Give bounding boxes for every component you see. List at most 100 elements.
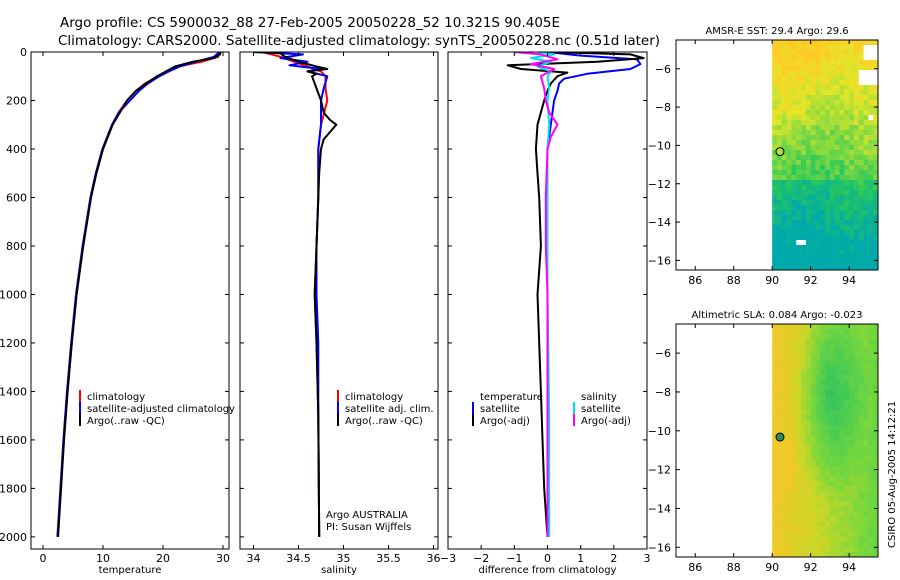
heatmap-cell [849, 475, 855, 482]
heatmap-cell [786, 384, 792, 391]
heatmap-cell [858, 155, 864, 161]
heatmap-cell [815, 470, 821, 477]
heatmap-cell [815, 125, 821, 131]
heatmap-cell [829, 405, 836, 411]
heatmap-cell [834, 60, 840, 66]
heatmap-cell [868, 389, 874, 396]
heatmap-cell [805, 185, 812, 191]
heatmap-cell [858, 50, 864, 56]
heatmap-cell [805, 145, 812, 151]
heatmap-cell [873, 45, 879, 51]
heatmap-cell [863, 95, 869, 101]
heatmap-cell [791, 374, 797, 381]
heatmap-cell [825, 389, 831, 396]
heatmap-cell [810, 516, 816, 522]
heatmap-cell [844, 215, 850, 221]
heatmap-cell [839, 445, 845, 452]
heatmap-cell [777, 255, 783, 261]
x-tick-label: 35 [337, 552, 351, 565]
heatmap-cell [849, 415, 855, 421]
heatmap-cell [839, 200, 845, 206]
heatmap-cell [791, 145, 797, 151]
heatmap-cell [796, 364, 802, 370]
heatmap-cell [868, 165, 874, 171]
heatmap-cell [829, 379, 836, 386]
plot-frame [239, 51, 439, 550]
heatmap-cell [791, 501, 797, 507]
heatmap-cell [863, 115, 869, 121]
heatmap-cell [772, 536, 778, 543]
heatmap-cell [868, 175, 874, 181]
heatmap-cell [786, 349, 792, 355]
heatmap-cell [777, 410, 783, 416]
heatmap-cell [825, 225, 831, 231]
map-y-tick-label: −8 [655, 386, 671, 399]
heatmap-cell [815, 324, 821, 330]
heatmap-cell [829, 110, 836, 116]
heatmap-cell [853, 155, 860, 161]
heatmap-cell [873, 230, 879, 236]
heatmap-cell [796, 210, 802, 216]
heatmap-cell [796, 130, 802, 136]
heatmap-cell [863, 220, 869, 226]
heatmap-cell [873, 225, 879, 231]
series-line-2 [57, 52, 222, 537]
heatmap-cell [781, 430, 788, 436]
heatmap-cell [839, 481, 845, 487]
heatmap-cell [834, 185, 840, 191]
heatmap-cell [781, 506, 788, 512]
heatmap-cell [820, 374, 826, 381]
heatmap-cell [829, 450, 836, 457]
heatmap-cell [853, 60, 860, 66]
heatmap-cell [820, 215, 826, 221]
heatmap-cell [791, 50, 797, 56]
heatmap-cell [805, 200, 812, 206]
heatmap-cell [786, 410, 792, 416]
heatmap-cell [801, 95, 807, 101]
heatmap-cell [820, 210, 826, 216]
heatmap-cell [805, 120, 812, 126]
heatmap-cell [781, 135, 788, 141]
heatmap-cell [781, 496, 788, 502]
heatmap-cell [820, 379, 826, 386]
heatmap-cell [853, 50, 860, 56]
heatmap-cell [834, 415, 840, 421]
heatmap-cell [781, 541, 788, 548]
heatmap-cell [801, 460, 807, 467]
heatmap-cell [805, 541, 812, 548]
heatmap-cell [805, 80, 812, 86]
heatmap-cell [786, 75, 792, 81]
heatmap-cell [853, 516, 860, 522]
heatmap-cell [858, 329, 864, 335]
heatmap-cell [868, 475, 874, 482]
heatmap-cell [863, 425, 869, 431]
heatmap-cell [825, 374, 831, 381]
heatmap-cell [786, 140, 792, 146]
heatmap-cell [805, 506, 812, 512]
heatmap-cell [829, 465, 836, 472]
heatmap-cell [777, 45, 783, 51]
heatmap-cell [786, 255, 792, 261]
heatmap-cell [786, 481, 792, 487]
heatmap-cell [873, 90, 879, 96]
heatmap-cell [796, 329, 802, 335]
heatmap-cell [849, 120, 855, 126]
heatmap-cell [805, 100, 812, 106]
heatmap-cell [796, 405, 802, 411]
heatmap-cell [815, 115, 821, 121]
heatmap-cell [844, 329, 850, 335]
heatmap-cell [825, 511, 831, 517]
heatmap-cell [839, 255, 845, 261]
heatmap-cell [815, 551, 821, 558]
heatmap-cell [781, 334, 788, 340]
heatmap-cell [834, 45, 840, 51]
heatmap-cell [825, 465, 831, 472]
heatmap-cell [863, 374, 869, 381]
heatmap-cell [834, 546, 840, 553]
heatmap-cell [781, 245, 788, 251]
heatmap-cell [781, 160, 788, 166]
heatmap-cell [801, 405, 807, 411]
heatmap-cell [810, 329, 816, 335]
heatmap-cell [805, 455, 812, 462]
heatmap-cell [844, 440, 850, 446]
